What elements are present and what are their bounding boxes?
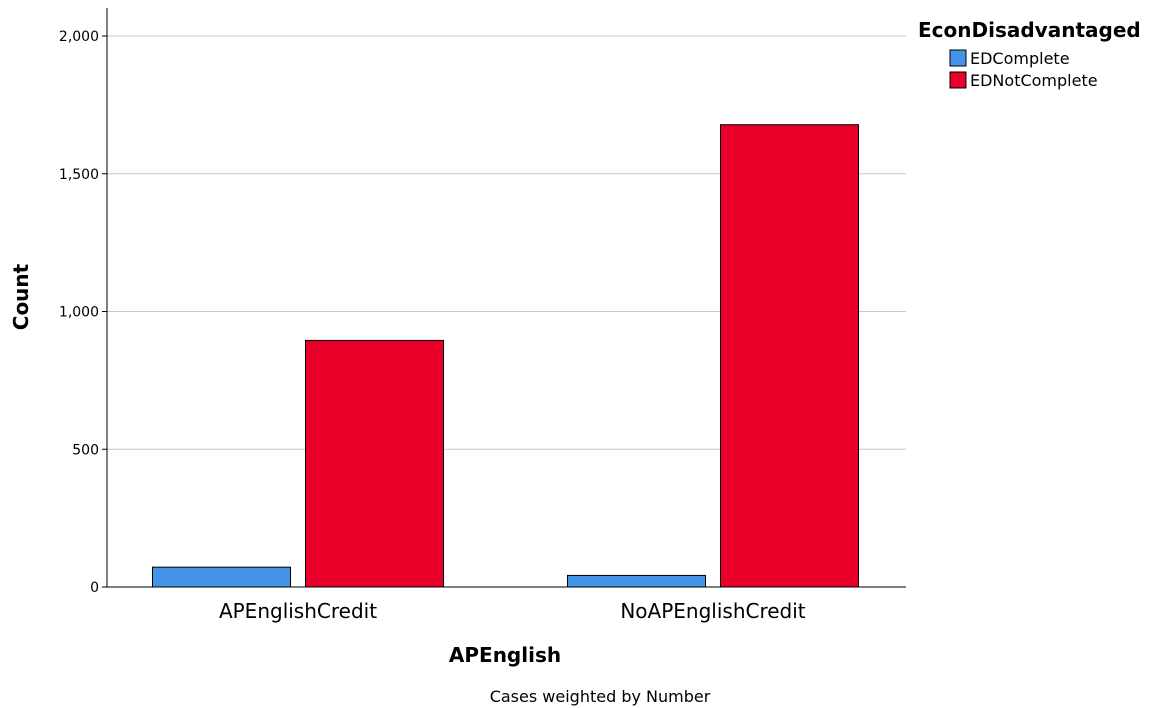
legend-label: EDComplete: [970, 49, 1070, 68]
bars: [152, 124, 859, 588]
y-tick-label: 1,000: [59, 305, 99, 321]
legend-title: EconDisadvantaged: [918, 18, 1141, 42]
bar-EDNotComplete-NoAPEnglishCredit: [720, 124, 859, 588]
legend-label: EDNotComplete: [970, 71, 1098, 90]
y-axis-title: Count: [9, 263, 33, 330]
legend: EconDisadvantaged EDComplete EDNotComplet…: [918, 18, 1141, 90]
y-tick-label: 1,500: [59, 167, 99, 183]
bar-EDComplete-NoAPEnglishCredit: [567, 574, 706, 588]
footnote: Cases weighted by Number: [490, 687, 711, 706]
legend-swatch: [949, 71, 967, 89]
axes: [106, 8, 906, 588]
legend-swatch: [949, 49, 967, 67]
x-tick-labels: APEnglishCredit NoAPEnglishCredit: [219, 599, 806, 623]
y-tick-label: 500: [72, 442, 99, 458]
x-tick-label: APEnglishCredit: [219, 599, 377, 623]
y-tick-labels: 0 500 1,000 1,500 2,000: [59, 29, 107, 596]
y-tick-label: 0: [90, 580, 99, 596]
x-axis-title: APEnglish: [449, 643, 561, 667]
x-tick-label: NoAPEnglishCredit: [620, 599, 805, 623]
bar-EDNotComplete-APEnglishCredit: [305, 339, 444, 588]
bar-EDComplete-APEnglishCredit: [152, 566, 291, 588]
y-tick-label: 2,000: [59, 29, 99, 45]
